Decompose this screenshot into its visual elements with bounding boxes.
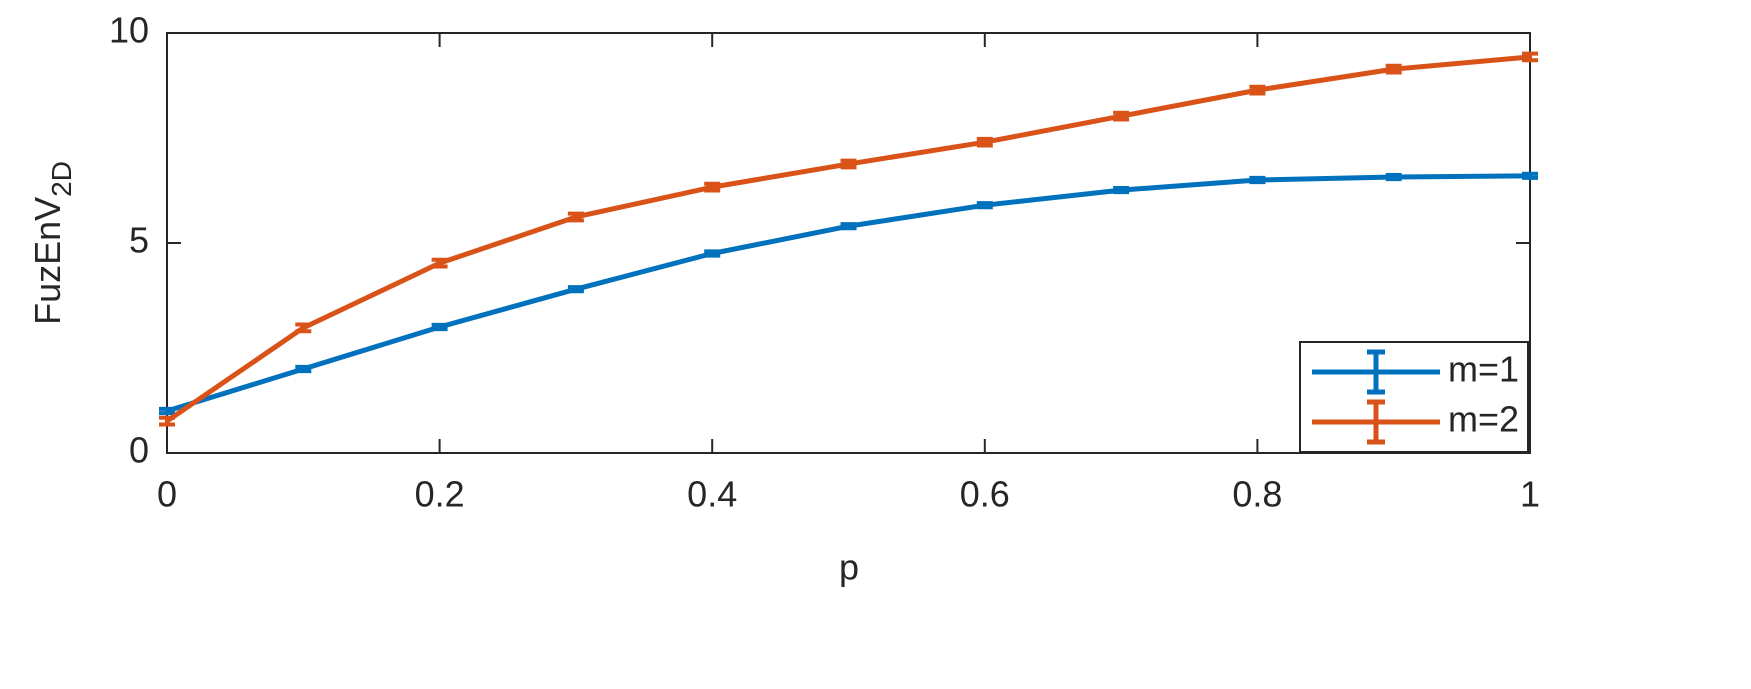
legend-box — [1299, 341, 1529, 453]
error-bar — [1249, 175, 1266, 185]
error-bar — [976, 201, 993, 210]
y-tick-label: 0 — [129, 430, 149, 471]
error-bar — [1249, 84, 1266, 96]
error-bar — [295, 322, 312, 334]
error-bar — [1385, 63, 1402, 75]
error-bar — [976, 136, 993, 148]
x-tick-label: 0.2 — [415, 474, 465, 515]
y-tick-label: 5 — [129, 220, 149, 261]
legend-label: m=2 — [1448, 399, 1519, 440]
legend-error-icon — [1367, 349, 1385, 395]
x-tick-label: 1 — [1520, 474, 1540, 515]
x-tick-label: 0.4 — [687, 474, 737, 515]
error-bar — [1113, 110, 1130, 122]
x-tick-label: 0 — [157, 474, 177, 515]
y-axis-label-subscript: 2D — [46, 161, 77, 197]
error-bar — [1522, 171, 1538, 180]
error-bar — [1385, 172, 1402, 182]
x-tick-label: 0.8 — [1232, 474, 1282, 515]
error-bar — [840, 158, 857, 170]
x-axis-label: p — [839, 547, 859, 588]
error-bar — [567, 285, 584, 294]
error-bar — [431, 322, 448, 332]
error-bar — [840, 222, 857, 231]
error-bar — [159, 406, 175, 416]
error-bar — [295, 364, 312, 374]
plot-frame — [166, 32, 1531, 454]
legend-label: m=1 — [1448, 349, 1519, 390]
error-bar — [704, 181, 721, 193]
y-axis-label: FuzEnV2D — [27, 161, 78, 325]
legend-error-icon — [1367, 399, 1385, 445]
x-tick-label: 0.6 — [960, 474, 1010, 515]
error-bar — [1113, 185, 1130, 195]
error-bar — [431, 257, 448, 269]
error-bar — [1522, 51, 1538, 63]
error-bar — [159, 415, 175, 427]
y-axis-label-main: FuzEnV — [27, 197, 68, 325]
error-bar — [704, 249, 721, 258]
error-bar — [567, 211, 584, 223]
y-tick-label: 10 — [109, 10, 149, 51]
